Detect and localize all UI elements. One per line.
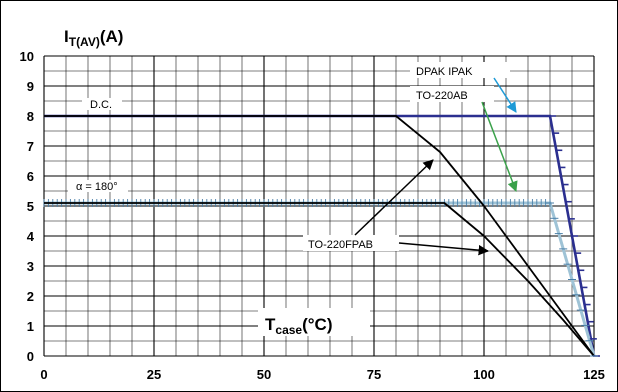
annotation-dc: D.C. [82, 98, 122, 111]
x-tick-labels: 0 25 50 75 100 125 [40, 367, 604, 382]
annotation-dpak: DPAK IPAK [410, 62, 510, 78]
series-line-fp-upper [44, 115, 595, 357]
x-axis-title: Tcase(°C) [258, 308, 370, 337]
y-tick-label: 10 [20, 49, 34, 64]
x-axis-title-sub: case [275, 323, 302, 337]
x-tick-label: 100 [473, 367, 495, 382]
arrow-to220fpab-upper [354, 159, 434, 236]
x-tick-label: 50 [257, 367, 271, 382]
y-tick-label: 2 [27, 289, 34, 304]
annotation-dc-text: D.C. [90, 99, 112, 111]
arrow-dpak [493, 77, 517, 113]
annotation-alpha-text: α = 180° [76, 181, 118, 193]
series-group [43, 114, 600, 357]
x-axis-title-main: T [265, 315, 276, 334]
x-tick-label: 0 [40, 367, 47, 382]
y-tick-label: 4 [27, 229, 35, 244]
x-tick-label: 25 [147, 367, 161, 382]
y-tick-labels: 0 1 2 3 4 5 6 7 8 9 10 [20, 49, 35, 364]
annotation-to220fpab: TO-220FPAB [303, 235, 399, 251]
y-axis-title-main: I [64, 27, 69, 46]
annotation-to220ab: TO-220AB [410, 86, 494, 102]
y-tick-label: 9 [27, 79, 34, 94]
y-tick-label: 6 [27, 169, 34, 184]
arrow-to220fpab-lower [398, 242, 490, 256]
series-line-fp-lower [44, 202, 595, 357]
y-tick-label: 5 [27, 199, 34, 214]
x-tick-label: 125 [583, 367, 605, 382]
y-axis-title-sub: T(AV) [69, 35, 100, 49]
annotation-alpha: α = 180° [68, 180, 128, 193]
arrow-to220ab [481, 101, 518, 192]
x-tick-label: 75 [367, 367, 381, 382]
y-tick-label: 3 [27, 259, 34, 274]
y-axis-title-unit: (A) [100, 27, 124, 46]
y-tick-label: 7 [27, 139, 34, 154]
y-tick-label: 8 [27, 109, 34, 124]
y-tick-label: 1 [27, 319, 34, 334]
annotation-to220fpab-text: TO-220FPAB [308, 239, 373, 251]
svg-text:IT(AV)(A): IT(AV)(A) [64, 27, 123, 49]
y-tick-label: 0 [27, 349, 34, 364]
annotation-dpak-text: DPAK IPAK [416, 66, 473, 78]
svg-text:Tcase(°C): Tcase(°C) [265, 315, 333, 337]
y-axis-title: IT(AV)(A) [58, 20, 168, 49]
annotation-to220ab-text: TO-220AB [416, 90, 468, 102]
x-axis-title-unit: (°C) [302, 315, 332, 334]
